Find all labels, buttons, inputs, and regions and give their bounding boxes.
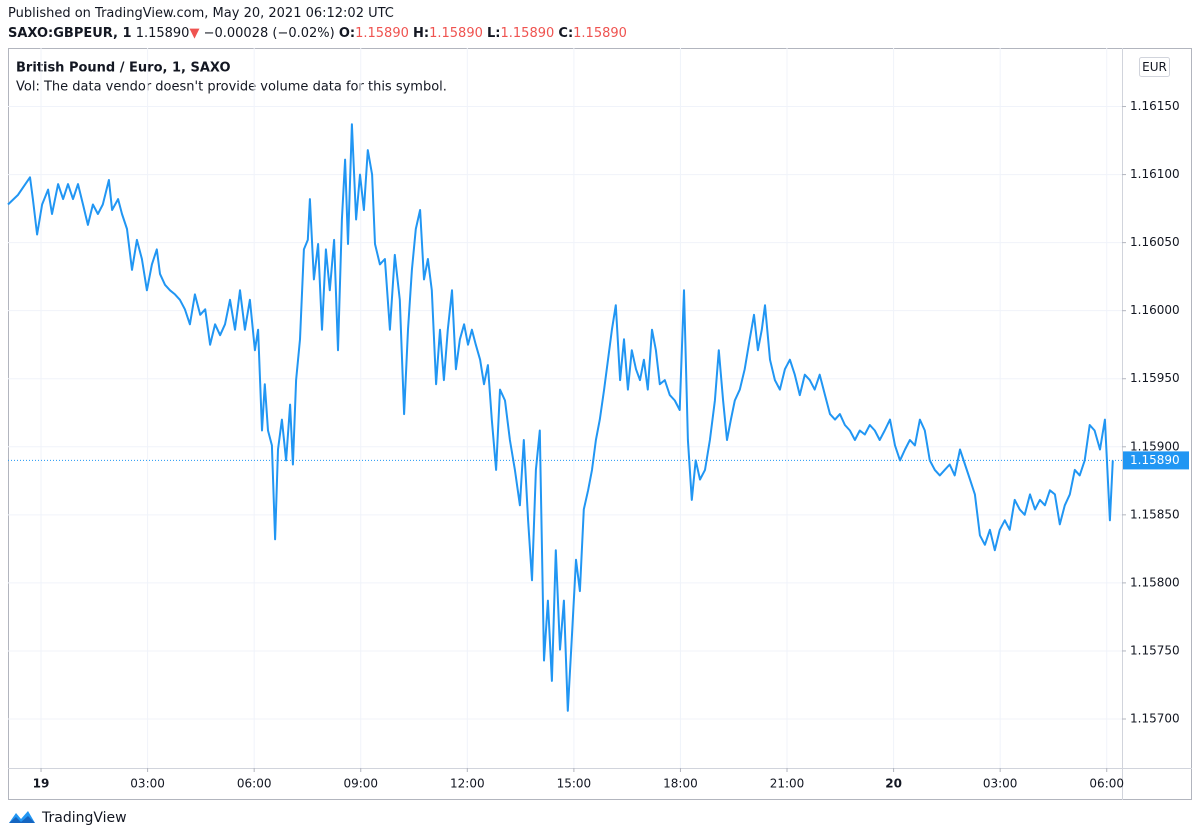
y-tick-label: 1.16100 bbox=[1130, 167, 1180, 181]
last-price-label: 1.15890 bbox=[1130, 453, 1180, 467]
l-label: L: bbox=[487, 26, 501, 41]
x-tick-label: 03:00 bbox=[983, 777, 1018, 791]
x-tick-label: 20 bbox=[885, 777, 902, 791]
x-tick-label: 09:00 bbox=[343, 777, 378, 791]
o-label: O: bbox=[338, 26, 356, 41]
x-tick-label: 03:00 bbox=[130, 777, 165, 791]
y-tick-label: 1.16150 bbox=[1130, 99, 1180, 113]
x-tick-label: 06:00 bbox=[1089, 777, 1124, 791]
x-tick-label: 21:00 bbox=[770, 777, 805, 791]
y-tick-label: 1.15850 bbox=[1130, 507, 1180, 521]
published-line: Published on TradingView.com, May 20, 20… bbox=[8, 6, 394, 21]
x-tick-label: 06:00 bbox=[237, 777, 272, 791]
chart-frame bbox=[8, 48, 1192, 800]
price-line bbox=[7, 123, 1114, 712]
x-tick-label: 12:00 bbox=[450, 777, 485, 791]
c-label: C: bbox=[558, 26, 574, 41]
brand: TradingView bbox=[42, 810, 127, 826]
chart: British Pound / Euro, 1, SAXO Vol: The d… bbox=[7, 48, 1192, 800]
chart-title: British Pound / Euro, 1, SAXO bbox=[16, 61, 231, 76]
high: 1.15890 bbox=[429, 26, 483, 41]
logo bbox=[9, 811, 35, 823]
symbol: SAXO:GBPEUR, 1 bbox=[8, 26, 132, 41]
x-tick-label: 15:00 bbox=[557, 777, 592, 791]
last-price-box bbox=[1123, 451, 1189, 470]
y-tick-label: 1.15800 bbox=[1130, 575, 1180, 589]
x-tick-label: 19 bbox=[33, 777, 50, 791]
y-tick-label: 1.16000 bbox=[1130, 303, 1180, 317]
x-tick-label: 18:00 bbox=[663, 777, 698, 791]
y-tick-label: 1.16050 bbox=[1130, 235, 1180, 249]
y-tick-label: 1.15700 bbox=[1130, 712, 1180, 726]
y-tick-label: 1.15900 bbox=[1130, 439, 1180, 453]
chart-subtitle: Vol: The data vendor doesn't provide vol… bbox=[16, 80, 447, 95]
change: −0.00028 (−0.02%) bbox=[203, 26, 335, 41]
currency-box bbox=[1139, 57, 1170, 77]
currency: EUR bbox=[1142, 60, 1167, 74]
h-label: H: bbox=[413, 26, 430, 41]
footer: TradingView bbox=[8, 809, 127, 827]
price: 1.15890 bbox=[135, 26, 190, 41]
y-tick-label: 1.15950 bbox=[1130, 371, 1180, 385]
y-tick-label: 1.15750 bbox=[1130, 643, 1180, 657]
close: 1.15890 bbox=[573, 26, 627, 41]
low: 1.15890 bbox=[500, 26, 555, 41]
symbol-line: SAXO:GBPEUR, 1 1.15890▼ −0.00028 (−0.02%… bbox=[8, 26, 627, 41]
grid bbox=[8, 48, 1122, 768]
arrow: ▼ bbox=[189, 26, 200, 41]
open: 1.15890 bbox=[355, 26, 409, 41]
